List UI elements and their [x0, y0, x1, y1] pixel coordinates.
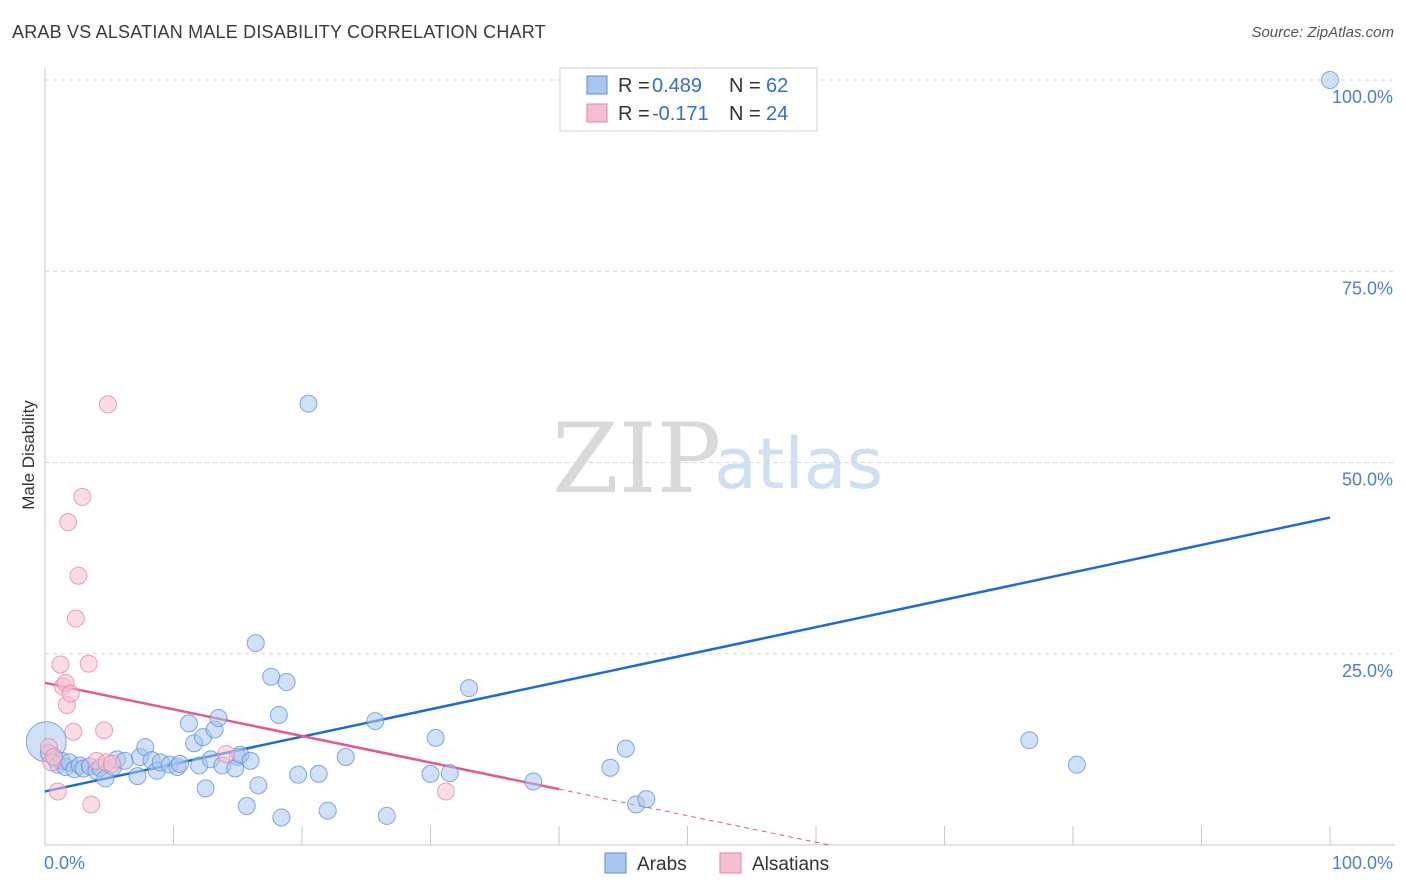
alsatian-point	[217, 744, 236, 763]
arab-point	[241, 751, 260, 770]
legend-n-value: 24	[766, 103, 788, 125]
arab-point	[309, 764, 328, 783]
arab-point	[616, 739, 635, 758]
arabs-trend-line	[44, 516, 1331, 793]
y-tick-label: 100.0%	[1332, 87, 1393, 107]
watermark-zip: ZIP	[552, 403, 721, 515]
bottom-legend-swatch-arabs	[604, 852, 627, 874]
arab-point	[377, 806, 396, 825]
legend-r-label: R =	[618, 103, 650, 125]
alsatian-point	[82, 795, 101, 814]
arab-point	[318, 801, 337, 820]
arab-point	[421, 764, 440, 783]
arab-point	[246, 634, 265, 653]
x-tick-label-min: 0.0%	[44, 853, 85, 873]
arab-point	[249, 776, 268, 795]
arab-point	[440, 764, 459, 783]
y-axis-label: Male Disability	[19, 400, 38, 510]
alsatian-point	[69, 566, 88, 585]
bottom-legend-label-alsatians: Alsatians	[752, 854, 829, 875]
legend-n-label: N =	[729, 75, 761, 97]
arab-point	[128, 767, 147, 786]
alsatian-point	[102, 754, 121, 773]
source-credit: Source: ZipAtlas.com	[1251, 24, 1394, 41]
alsatian-point	[436, 782, 455, 801]
legend-swatch-arabs	[586, 75, 608, 95]
arab-point	[289, 765, 308, 784]
arab-point	[1321, 71, 1339, 89]
y-tick-label: 50.0%	[1342, 470, 1393, 490]
arab-point	[272, 808, 291, 827]
arab-point	[601, 758, 620, 777]
arab-point	[269, 705, 288, 724]
arab-point	[277, 673, 296, 692]
arab-point	[196, 779, 215, 798]
arab-point	[170, 754, 189, 773]
alsatian-point	[79, 654, 98, 673]
arab-point	[637, 790, 656, 809]
alsatian-point	[64, 722, 83, 741]
watermark-atlas: atlas	[714, 423, 883, 505]
alsatian-point	[73, 487, 92, 506]
gridlines	[45, 79, 1395, 655]
arab-point	[366, 712, 385, 731]
arab-point	[237, 796, 256, 815]
legend-r-value: 0.489	[652, 75, 702, 97]
alsatian-point	[59, 513, 78, 532]
alsatian-point	[66, 609, 85, 628]
alsatian-point	[61, 684, 80, 703]
arab-point	[336, 748, 355, 767]
arab-point	[1020, 731, 1039, 750]
bottom-legend: Arabs Alsatians	[604, 852, 829, 875]
bottom-legend-swatch-alsatians	[719, 852, 742, 874]
alsatians-trend-line	[44, 681, 560, 791]
alsatian-point	[98, 395, 117, 414]
arab-point	[299, 394, 318, 413]
legend: R = 0.489 N = 62 R = -0.171 N = 24	[559, 67, 818, 132]
arab-point	[262, 667, 281, 686]
legend-swatch-alsatians	[586, 103, 608, 123]
alsatians-trend-extension	[558, 788, 830, 846]
data-points	[25, 71, 1339, 827]
legend-r-value: -0.171	[652, 103, 709, 125]
arab-point	[524, 772, 543, 791]
y-tick-label: 25.0%	[1342, 661, 1393, 681]
alsatian-point	[51, 655, 70, 674]
axes: 25.0% 50.0% 75.0% 100.0% 0.0% 100.0%	[44, 68, 1395, 873]
watermark: ZIP atlas	[552, 403, 883, 515]
arab-point	[426, 728, 445, 747]
alsatian-point	[95, 721, 114, 740]
chart-title: ARAB VS ALSATIAN MALE DISABILITY CORRELA…	[12, 22, 546, 42]
x-tick-label-max: 100.0%	[1332, 853, 1393, 873]
arab-point	[1067, 755, 1086, 774]
bottom-legend-label-arabs: Arabs	[637, 854, 687, 875]
alsatian-point	[44, 748, 63, 767]
legend-n-label: N =	[729, 103, 761, 125]
alsatian-point	[48, 782, 67, 801]
arab-point	[179, 714, 198, 733]
legend-n-value: 62	[766, 75, 788, 97]
trend-lines	[44, 516, 1331, 846]
y-tick-label: 75.0%	[1342, 278, 1393, 298]
arab-point	[460, 679, 479, 698]
arab-point	[209, 709, 228, 728]
y-axis-title: Male Disability	[19, 400, 38, 510]
legend-r-label: R =	[618, 75, 650, 97]
